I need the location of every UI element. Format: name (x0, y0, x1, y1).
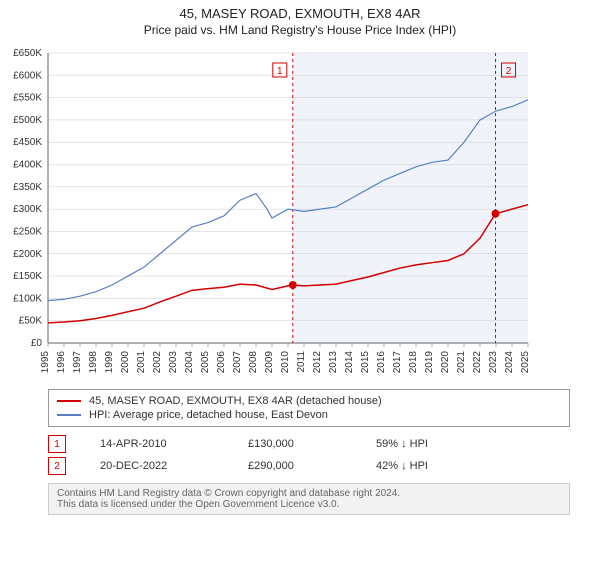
marker-date: 20-DEC-2022 (100, 460, 220, 472)
svg-text:2009: 2009 (264, 351, 275, 374)
svg-text:2014: 2014 (344, 351, 355, 374)
chart-title: 45, MASEY ROAD, EXMOUTH, EX8 4AR (0, 6, 600, 21)
marker-date: 14-APR-2010 (100, 438, 220, 450)
svg-text:2015: 2015 (360, 351, 371, 374)
svg-text:2023: 2023 (488, 351, 499, 374)
marker-pct: 42% ↓ HPI (376, 460, 486, 472)
svg-text:2020: 2020 (440, 351, 451, 374)
svg-text:£100K: £100K (13, 293, 42, 304)
svg-text:£150K: £150K (13, 271, 42, 282)
svg-text:2013: 2013 (328, 351, 339, 374)
footer-line2: This data is licensed under the Open Gov… (57, 499, 561, 510)
legend-label: 45, MASEY ROAD, EXMOUTH, EX8 4AR (detach… (89, 395, 382, 407)
svg-text:2001: 2001 (136, 351, 147, 374)
svg-text:2005: 2005 (200, 351, 211, 374)
svg-text:£450K: £450K (13, 137, 42, 148)
svg-text:£500K: £500K (13, 115, 42, 126)
legend-swatch (57, 414, 81, 416)
svg-text:2021: 2021 (456, 351, 467, 374)
marker-row: 1 14-APR-2010 £130,000 59% ↓ HPI (48, 433, 570, 455)
chart-subtitle: Price paid vs. HM Land Registry's House … (0, 23, 600, 37)
svg-text:2000: 2000 (120, 351, 131, 374)
svg-text:2024: 2024 (504, 351, 515, 374)
marker-price: £290,000 (248, 460, 348, 472)
chart-svg: £0 £50K £100K £150K £200K £250K £300K £350K £400… (4, 45, 544, 385)
footer-line1: Contains HM Land Registry data © Crown c… (57, 488, 561, 499)
svg-text:£400K: £400K (13, 160, 42, 171)
svg-text:2017: 2017 (392, 351, 403, 374)
svg-text:1999: 1999 (104, 351, 115, 374)
svg-text:1998: 1998 (88, 351, 99, 374)
legend-label: HPI: Average price, detached house, East… (89, 409, 328, 421)
svg-text:2022: 2022 (472, 351, 483, 374)
svg-text:£300K: £300K (13, 204, 42, 215)
marker-row: 2 20-DEC-2022 £290,000 42% ↓ HPI (48, 455, 570, 477)
svg-text:2018: 2018 (408, 351, 419, 374)
legend-swatch (57, 400, 81, 402)
chart-area: £0 £50K £100K £150K £200K £250K £300K £350K £400… (0, 45, 600, 385)
svg-text:£250K: £250K (13, 226, 42, 237)
svg-text:2003: 2003 (168, 351, 179, 374)
svg-text:2007: 2007 (232, 351, 243, 374)
legend-item: HPI: Average price, detached house, East… (57, 408, 561, 422)
svg-text:1: 1 (277, 66, 283, 77)
svg-text:£550K: £550K (13, 93, 42, 104)
svg-text:2002: 2002 (152, 351, 163, 374)
svg-text:2012: 2012 (312, 351, 323, 374)
legend: 45, MASEY ROAD, EXMOUTH, EX8 4AR (detach… (48, 389, 570, 427)
svg-text:2008: 2008 (248, 351, 259, 374)
svg-text:2019: 2019 (424, 351, 435, 374)
marker-number: 1 (48, 435, 66, 453)
svg-text:1996: 1996 (56, 351, 67, 374)
svg-text:2010: 2010 (280, 351, 291, 374)
marker-price: £130,000 (248, 438, 348, 450)
svg-text:2006: 2006 (216, 351, 227, 374)
footer: Contains HM Land Registry data © Crown c… (48, 483, 570, 515)
svg-text:1995: 1995 (40, 351, 51, 374)
svg-text:£650K: £650K (13, 48, 42, 59)
svg-text:£350K: £350K (13, 182, 42, 193)
svg-text:£0: £0 (31, 338, 43, 349)
svg-text:£600K: £600K (13, 70, 42, 81)
svg-text:2025: 2025 (520, 351, 531, 374)
marker-pct: 59% ↓ HPI (376, 438, 486, 450)
marker-table: 1 14-APR-2010 £130,000 59% ↓ HPI 2 20-DEC-202… (48, 433, 570, 477)
svg-text:£50K: £50K (19, 316, 43, 327)
svg-text:1997: 1997 (72, 351, 83, 374)
svg-text:£200K: £200K (13, 249, 42, 260)
svg-text:2011: 2011 (296, 351, 307, 373)
svg-text:2: 2 (506, 66, 512, 77)
svg-text:2004: 2004 (184, 351, 195, 374)
legend-item: 45, MASEY ROAD, EXMOUTH, EX8 4AR (detach… (57, 394, 561, 408)
svg-text:2016: 2016 (376, 351, 387, 374)
marker-number: 2 (48, 457, 66, 475)
